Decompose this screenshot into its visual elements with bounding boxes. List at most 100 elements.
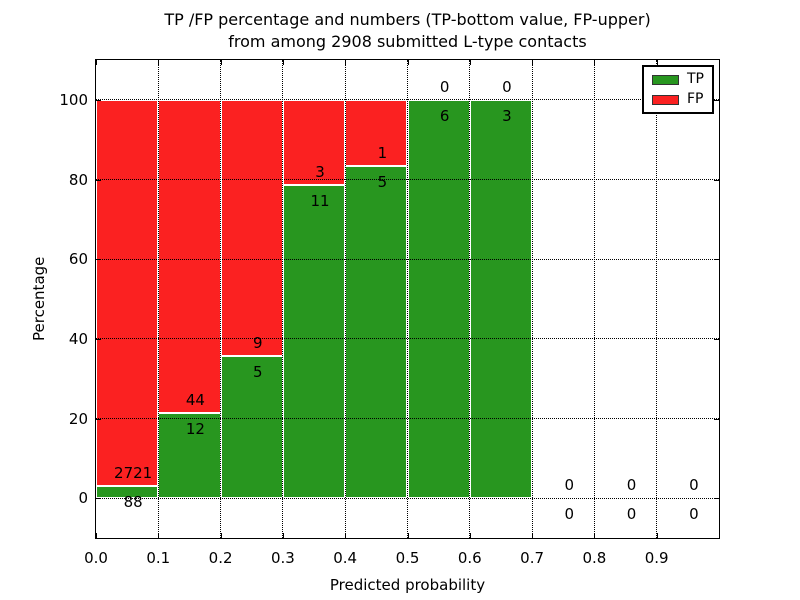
gridline-vertical [344, 60, 346, 538]
x-tick-mark [345, 60, 347, 65]
y-tick-mark [96, 418, 101, 420]
chart-title-line2: from among 2908 submitted L-type contact… [228, 32, 587, 51]
x-tick-mark [282, 60, 284, 65]
gridline-vertical [656, 60, 658, 538]
tp-count-label: 5 [377, 173, 388, 192]
tp-count-label: 0 [626, 505, 637, 524]
bar-fp-segment [220, 99, 283, 356]
bar-tp-segment [407, 99, 470, 499]
fp-count-label: 1 [377, 144, 388, 163]
fp-count-label: 0 [626, 476, 637, 495]
x-tick-label: 0.8 [582, 549, 607, 567]
chart-title-line1: TP /FP percentage and numbers (TP-bottom… [164, 10, 651, 29]
bar-tp-segment [345, 166, 408, 499]
legend-label-tp: TP [687, 71, 704, 87]
gridline-horizontal [96, 497, 719, 499]
gridline-vertical [593, 60, 595, 538]
x-tick-label: 0.9 [644, 549, 669, 567]
legend-swatch-fp [652, 94, 679, 105]
bar-fp-segment [96, 99, 159, 486]
y-tick-label: 80 [68, 170, 88, 189]
fp-count-label: 2721 [114, 463, 153, 482]
x-tick-mark [220, 533, 222, 538]
x-tick-mark [282, 533, 284, 538]
x-tick-mark [656, 533, 658, 538]
x-tick-mark [594, 60, 596, 65]
gridline-horizontal [96, 179, 719, 180]
y-tick-mark [714, 259, 719, 261]
bar-tp-segment [469, 99, 533, 499]
plot-area: 2721 88 44 12 9 5 3 11 1 5 0 6 0 3 0 0 0 0 0 0 TP FP [95, 59, 720, 539]
fp-count-label: 0 [689, 476, 699, 495]
gridline-vertical [469, 60, 471, 538]
y-tick-mark [96, 338, 101, 340]
x-tick-label: 0.0 [84, 549, 108, 567]
y-tick-mark [714, 179, 719, 181]
value-labels-layer: 2721 88 44 12 9 5 3 11 1 5 0 6 0 3 0 0 0 0 0 0 [96, 60, 719, 538]
x-tick-mark [532, 533, 534, 538]
y-tick-label: 0 [78, 489, 88, 508]
gridline-horizontal [96, 338, 719, 340]
legend-item-fp: FP [652, 91, 704, 107]
bar-tp-segment [220, 355, 283, 499]
y-tick-label: 100 [59, 90, 88, 109]
x-tick-label: 0.1 [146, 549, 171, 567]
gridline-vertical [157, 60, 159, 538]
legend-swatch-tp [652, 74, 679, 85]
x-tick-mark [532, 60, 534, 65]
fp-count-label: 44 [185, 391, 205, 410]
tp-count-label: 11 [310, 192, 330, 211]
gridline-vertical [220, 60, 222, 538]
x-axis-title: Predicted probability [329, 576, 486, 594]
x-tick-label: 0.4 [333, 549, 358, 567]
x-tick-mark [96, 60, 97, 65]
grid-layer [96, 60, 719, 538]
gridline-horizontal [96, 418, 719, 419]
tp-count-label: 88 [123, 492, 143, 511]
fp-count-label: 9 [252, 334, 263, 353]
y-tick-mark [714, 418, 719, 420]
x-tick-mark [158, 60, 160, 65]
x-tick-mark [407, 60, 409, 65]
tp-count-label: 0 [689, 505, 699, 524]
y-tick-label: 20 [68, 409, 88, 428]
y-tick-mark [96, 99, 101, 101]
x-tick-mark [407, 533, 409, 538]
x-tick-label: 0.7 [520, 549, 545, 567]
x-tick-mark [220, 60, 222, 65]
fp-count-label: 0 [439, 78, 450, 97]
gridline-vertical [407, 60, 408, 538]
y-tick-mark [96, 259, 101, 261]
bar-fp-segment [345, 99, 408, 167]
y-tick-label: 40 [68, 329, 88, 348]
x-tick-mark [96, 533, 97, 538]
bar-tp-segment [96, 485, 159, 499]
bar-fp-segment [282, 99, 346, 186]
x-tick-mark [345, 533, 347, 538]
tp-count-label: 5 [252, 362, 263, 381]
x-tick-mark [594, 533, 596, 538]
fp-count-label: 0 [564, 476, 575, 495]
tp-count-label: 6 [439, 106, 450, 125]
x-tick-label: 0.3 [270, 549, 295, 567]
bars-layer [96, 60, 719, 538]
legend-item-tp: TP [652, 71, 704, 87]
x-tick-mark [158, 533, 160, 538]
gridline-horizontal [96, 258, 719, 260]
y-tick-mark [714, 338, 719, 340]
legend-label-fp: FP [687, 91, 704, 107]
bar-fp-segment [158, 99, 221, 413]
x-tick-label: 0.5 [395, 549, 420, 567]
y-axis-title: Percentage [30, 256, 48, 342]
bar-tp-segment [282, 185, 346, 499]
gridline-vertical [282, 60, 284, 538]
x-tick-label: 0.6 [457, 549, 482, 567]
y-tick-mark [714, 99, 719, 101]
legend: TP FP [642, 65, 714, 114]
gridline-horizontal [96, 99, 719, 101]
chart-title: TP /FP percentage and numbers (TP-bottom… [96, 9, 719, 53]
y-tick-mark [96, 498, 101, 500]
x-tick-mark [656, 60, 658, 65]
fp-count-label: 0 [502, 78, 512, 97]
